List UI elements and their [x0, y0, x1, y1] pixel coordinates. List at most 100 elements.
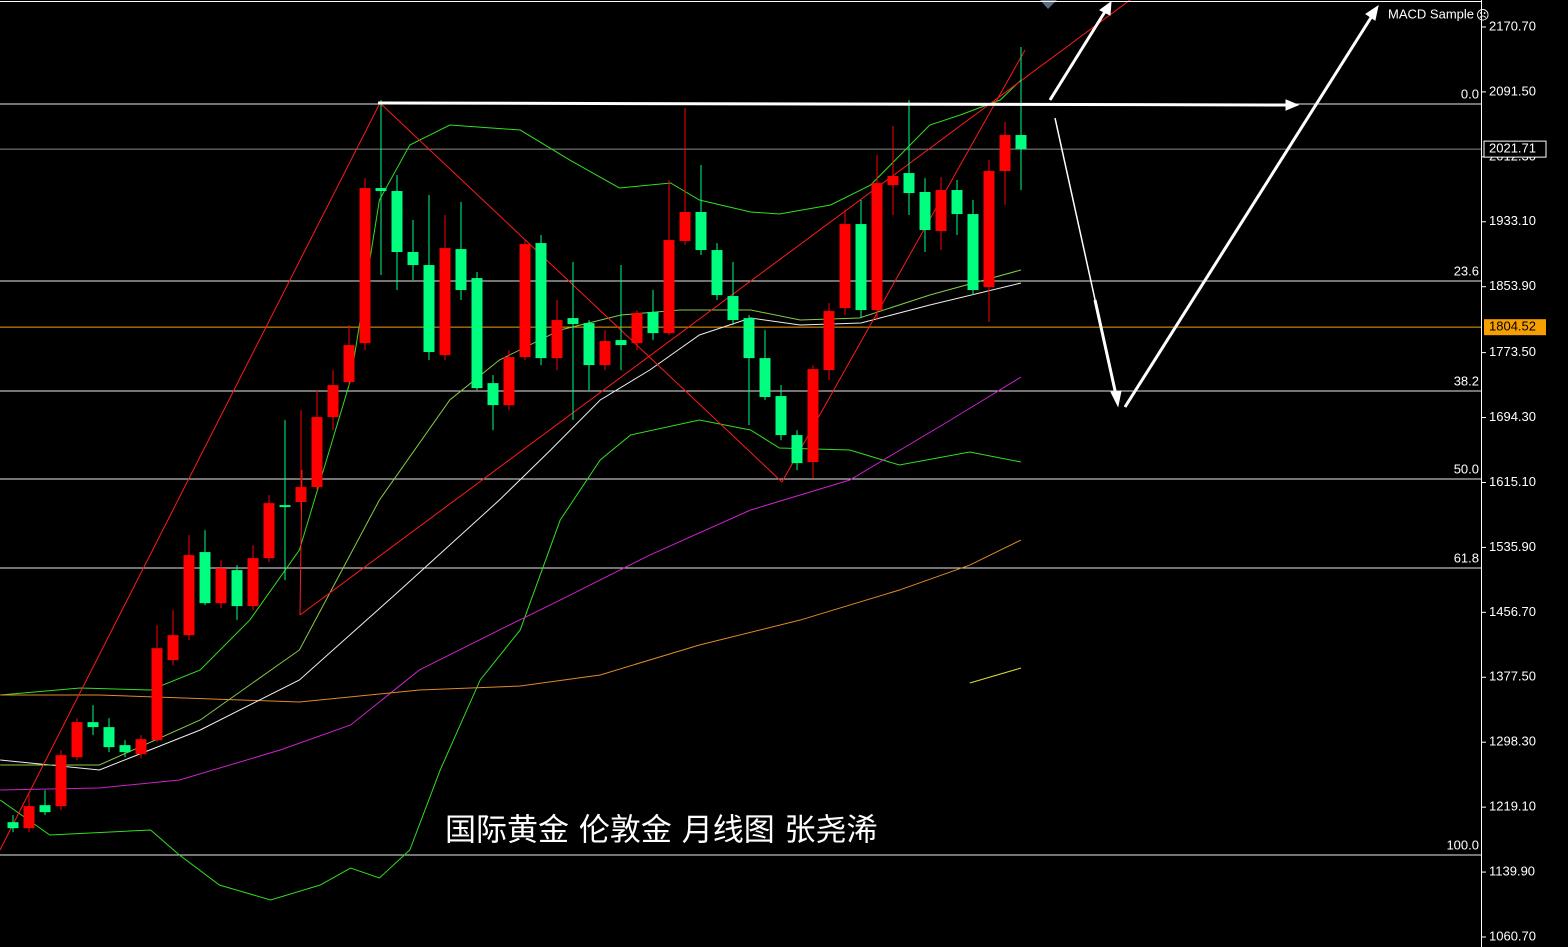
arrow-head [1110, 390, 1122, 408]
y-tick-label: 1139.90 [1489, 864, 1535, 879]
fib-group: 0.0 23.6 38.2 50.0 61.8 100.0 [0, 86, 1481, 856]
fib-label: 50.0 [1454, 461, 1479, 476]
indicator-line [0, 539, 1022, 703]
candle-body [935, 190, 947, 232]
y-tick-label: 2170.70 [1489, 18, 1536, 33]
candle-body [7, 822, 19, 829]
arrow-line [1123, 15, 1374, 408]
indicator-line [0, 282, 1022, 771]
arrow-line [377, 101, 1291, 107]
y-tick-label: 1773.50 [1489, 344, 1536, 359]
candle-body [839, 224, 851, 309]
candle-body [439, 248, 451, 356]
candle-body [311, 417, 323, 488]
candle-body [39, 805, 51, 813]
candle-body [599, 341, 611, 366]
candle-body [423, 265, 435, 353]
candle-body [679, 212, 691, 242]
fib-label: 23.6 [1454, 263, 1479, 278]
candle-body [615, 340, 627, 346]
candle-body [807, 369, 819, 463]
indicator-label: MACD Sample [1388, 6, 1474, 21]
candle-body [87, 722, 99, 728]
candle-body [327, 385, 339, 418]
candle-body [471, 278, 483, 389]
fib-label: 38.2 [1454, 373, 1479, 388]
scroll-marker [1040, 0, 1057, 9]
candle-body [343, 345, 355, 383]
candle-body [759, 358, 771, 398]
trend-line [0, 102, 381, 851]
fib-label: 0.0 [1461, 86, 1479, 101]
watermark: 国际黄金 伦敦金 月线图 张尧浠 [445, 813, 878, 849]
y-tick-label: 1694.30 [1489, 409, 1536, 424]
y-tick-label: 1853.90 [1489, 278, 1536, 293]
candle-group [7, 46, 1027, 833]
candle-body [567, 318, 579, 325]
indicator-line [0, 376, 1022, 791]
y-tick-label: 1535.90 [1489, 539, 1536, 554]
marked-price-label: 1804.52 [1489, 319, 1536, 334]
y-tick-label: 2091.50 [1489, 83, 1536, 98]
y-tick-label: 1219.10 [1489, 799, 1536, 814]
candle-body [135, 739, 147, 755]
candle-body [951, 190, 963, 215]
indicator-line [0, 79, 1022, 696]
candle-body [791, 435, 803, 464]
candle-body [775, 396, 787, 436]
candle-body [1015, 135, 1027, 150]
candle-body [231, 570, 243, 607]
candle-body [983, 171, 995, 288]
y-tick-label: 1298.30 [1489, 734, 1536, 749]
candle-body [631, 313, 643, 344]
candle-body [23, 806, 35, 829]
candle-body [295, 487, 307, 503]
trend-line [379, 102, 783, 483]
candle-body [711, 250, 723, 296]
candle-body [455, 249, 467, 291]
candle-body [887, 176, 899, 186]
fib-label: 61.8 [1454, 550, 1479, 565]
candle-body [55, 755, 67, 807]
candle-body [103, 727, 115, 748]
arrow-line [1093, 299, 1118, 396]
candle-body [375, 188, 387, 192]
candle-body [279, 505, 291, 508]
candle-body [167, 635, 179, 661]
candle-body [263, 503, 275, 559]
candle-body [871, 183, 883, 311]
candle-body [919, 192, 931, 231]
candle-body [999, 135, 1011, 172]
arrows [377, 0, 1379, 408]
candle-body [855, 224, 867, 311]
candle-body [247, 558, 259, 607]
y-tick-label: 1377.50 [1489, 669, 1536, 684]
candle-body [359, 188, 371, 344]
arrow-head [1099, 0, 1112, 16]
candle-body [583, 323, 595, 366]
candle-body [183, 555, 195, 636]
candle-body [535, 243, 547, 359]
trend-line [781, 49, 1026, 483]
candle-body [823, 311, 835, 371]
candle-body [71, 722, 83, 758]
candle-body [695, 212, 707, 251]
candle-body [727, 296, 739, 321]
candle-body [151, 648, 163, 741]
arrow-head [1365, 4, 1379, 21]
fib-label: 100.0 [1446, 837, 1479, 852]
candle-body [503, 357, 515, 406]
y-axis: 2170.702091.502012.301933.101853.901773.… [1481, 18, 1547, 943]
y-tick-label: 1933.10 [1489, 213, 1536, 228]
candle-body [903, 173, 915, 194]
candle-body [215, 568, 227, 604]
candle-body [743, 318, 755, 359]
candle-body [119, 745, 131, 753]
candle-body [967, 214, 979, 291]
indicator-line [0, 419, 1022, 901]
candle-body [647, 312, 659, 334]
current-price-label: 2021.71 [1489, 141, 1536, 156]
y-tick-label: 1456.70 [1489, 604, 1536, 619]
